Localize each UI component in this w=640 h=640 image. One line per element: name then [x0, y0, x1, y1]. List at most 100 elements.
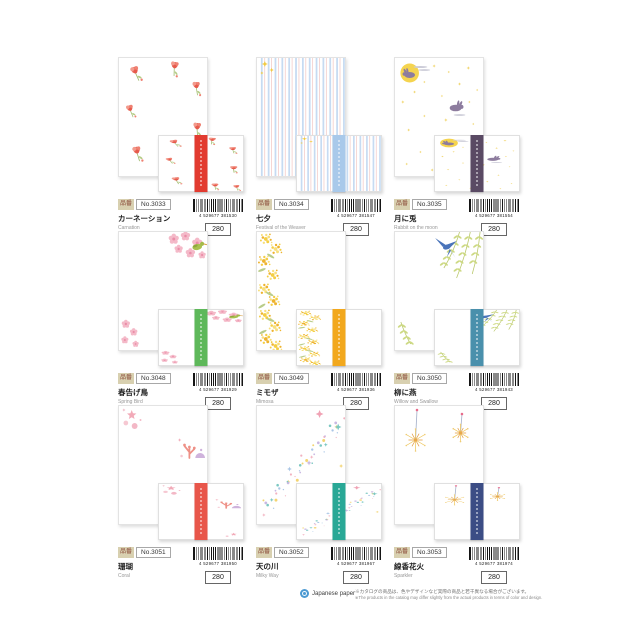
letter-pad [296, 135, 382, 192]
letter-pad-art [297, 310, 381, 365]
letter-sheet-art [119, 406, 207, 524]
product-name-en: Rabbit on the moon [394, 225, 438, 231]
product-card: 品番 No.3033 カーネーション Carnation 4 529677 38… [116, 56, 244, 236]
product-grid: 品番 No.3033 カーネーション Carnation 4 529677 38… [116, 56, 520, 584]
product-code: No.3053 [412, 547, 447, 558]
hinban-badge: 品番 [118, 373, 135, 384]
product-name-jp: 月に兎 [394, 213, 417, 223]
product-info: 品番 No.3053 線香花火 Sparkler 4 529677 381974… [392, 547, 520, 584]
pad-band [194, 135, 208, 192]
pad-band [332, 483, 346, 540]
pad-band [332, 309, 346, 366]
barcode-number: 4 529677 381950 [199, 561, 237, 566]
barcode [331, 199, 381, 212]
letter-sheet-art [257, 232, 345, 350]
product-name-jp: 柳に燕 [394, 387, 417, 397]
letter-pad [296, 309, 382, 366]
product-text: 品番 No.3053 線香花火 Sparkler [394, 547, 447, 579]
barcode-block: 4 529677 381554 280 [468, 199, 520, 236]
hinban-badge: 品番 [394, 373, 411, 384]
product-info: 品番 No.3050 柳に燕 Willow and Swallow 4 5296… [392, 373, 520, 410]
barcode-number: 4 529677 381967 [337, 561, 375, 566]
barcode-block: 4 529677 381530 280 [192, 199, 244, 236]
price-tag: 280 [205, 223, 231, 236]
product-code: No.3051 [136, 547, 171, 558]
product-photo [254, 404, 382, 544]
catalog-page: 品番 No.3033 カーネーション Carnation 4 529677 38… [116, 56, 520, 584]
product-photo [254, 56, 382, 196]
product-code: No.3034 [274, 199, 309, 210]
product-name-en: Spring Bird [118, 399, 143, 405]
product-code-row: 品番 No.3035 [394, 199, 447, 210]
letter-pad [434, 309, 520, 366]
barcode-block: 4 529677 381974 280 [468, 547, 520, 584]
pad-band [194, 309, 208, 366]
hinban-badge: 品番 [256, 547, 273, 558]
product-photo [392, 230, 520, 370]
product-name-jp: 珊瑚 [118, 561, 133, 571]
price-tag: 280 [205, 571, 231, 584]
product-code: No.3033 [136, 199, 171, 210]
product-photo [116, 404, 244, 544]
hinban-badge: 品番 [394, 199, 411, 210]
product-code: No.3049 [274, 373, 309, 384]
barcode-number: 4 529677 381530 [199, 213, 237, 218]
price-tag: 280 [481, 397, 507, 410]
barcode-block: 4 529677 381967 280 [330, 547, 382, 584]
price-tag: 280 [481, 223, 507, 236]
barcode-block: 4 529677 381547 280 [330, 199, 382, 236]
product-code-row: 品番 No.3034 [256, 199, 309, 210]
product-name-en: Festival of the Weaver [256, 225, 306, 231]
product-card: 品番 No.3049 ミモザ Mimosa 4 529677 381936 28… [254, 230, 382, 410]
letter-sheet-art [119, 232, 207, 350]
barcode-number: 4 529677 381936 [337, 387, 375, 392]
product-code: No.3048 [136, 373, 171, 384]
barcode [469, 547, 519, 560]
letter-pad-art [297, 484, 381, 539]
barcode [193, 199, 243, 212]
pad-band [470, 309, 484, 366]
product-photo [116, 56, 244, 196]
letter-pad-art [159, 136, 243, 191]
product-text: 品番 No.3033 カーネーション Carnation [118, 199, 171, 231]
barcode [331, 547, 381, 560]
product-name-en: Milky Way [256, 573, 279, 579]
price-tag: 280 [343, 571, 369, 584]
barcode-block: 4 529677 381943 280 [468, 373, 520, 410]
page-footer: Japanese paper ※カタログの商品は、色やデザインなど実際の商品と若… [300, 588, 542, 602]
letter-sheet-art [257, 406, 345, 524]
footer-notes: ※カタログの商品は、色やデザインなど実際の商品と若干異なる場合がございます。 ※… [355, 588, 542, 602]
brand: Japanese paper [300, 589, 355, 598]
price-tag: 280 [481, 571, 507, 584]
product-text: 品番 No.3034 七夕 Festival of the Weaver [256, 199, 309, 231]
product-name-jp: 天の川 [256, 561, 279, 571]
pad-band [332, 135, 346, 192]
product-text: 品番 No.3035 月に兎 Rabbit on the moon [394, 199, 447, 231]
product-name-en: Carnation [118, 225, 140, 231]
product-code-row: 品番 No.3048 [118, 373, 171, 384]
barcode [469, 199, 519, 212]
product-photo [392, 56, 520, 196]
letter-pad [158, 483, 244, 540]
product-name-jp: 春告げ鳥 [118, 387, 148, 397]
product-card: 品番 No.3050 柳に燕 Willow and Swallow 4 5296… [392, 230, 520, 410]
product-name-en: Willow and Swallow [394, 399, 438, 405]
product-code-row: 品番 No.3053 [394, 547, 447, 558]
product-card: 品番 No.3053 線香花火 Sparkler 4 529677 381974… [392, 404, 520, 584]
letter-pad [434, 483, 520, 540]
product-text: 品番 No.3050 柳に燕 Willow and Swallow [394, 373, 447, 405]
barcode-block: 4 529677 381950 280 [192, 547, 244, 584]
product-name-en: Mimosa [256, 399, 274, 405]
letter-sheet-art [395, 232, 483, 350]
product-photo [116, 230, 244, 370]
product-code-row: 品番 No.3033 [118, 199, 171, 210]
product-text: 品番 No.3052 天の川 Milky Way [256, 547, 309, 579]
product-info: 品番 No.3048 春告げ鳥 Spring Bird 4 529677 381… [116, 373, 244, 410]
product-text: 品番 No.3049 ミモザ Mimosa [256, 373, 309, 405]
barcode-number: 4 529677 381943 [475, 387, 513, 392]
product-info: 品番 No.3034 七夕 Festival of the Weaver 4 5… [254, 199, 382, 236]
product-card: 品番 No.3035 月に兎 Rabbit on the moon 4 5296… [392, 56, 520, 236]
barcode [193, 547, 243, 560]
product-text: 品番 No.3048 春告げ鳥 Spring Bird [118, 373, 171, 405]
product-code-row: 品番 No.3049 [256, 373, 309, 384]
